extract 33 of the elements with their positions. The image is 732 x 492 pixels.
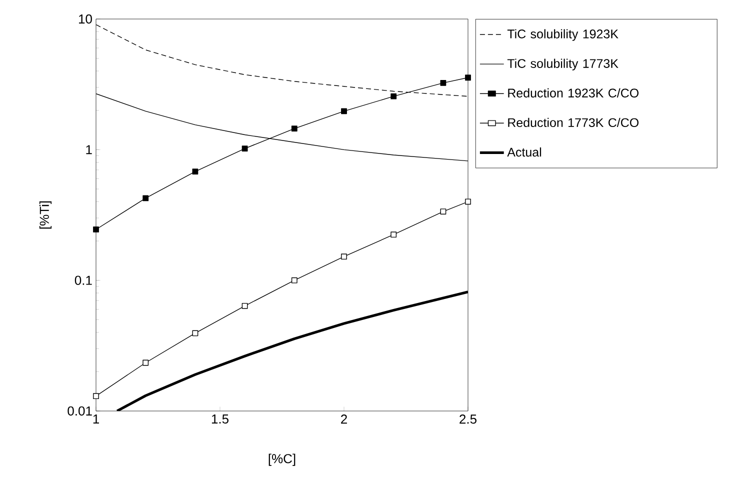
- legend-label: Reduction 1773K C/CO: [508, 118, 639, 128]
- y-tick-label: 1: [86, 145, 92, 154]
- point: [93, 393, 99, 400]
- point: [465, 74, 471, 81]
- point: [142, 360, 149, 366]
- y-axis-title: [%Ti]: [39, 201, 52, 229]
- point: [440, 80, 446, 86]
- legend-label: TiC solubility 1923K: [507, 29, 618, 41]
- y-tick-label: 0.1: [74, 276, 92, 285]
- point: [142, 195, 149, 202]
- x-axis-title: [%C]: [268, 454, 296, 466]
- point: [390, 93, 397, 100]
- point: [242, 302, 248, 309]
- point: [465, 198, 471, 205]
- y-tick-label: 0.01: [68, 406, 92, 416]
- legend-label: TiC solubility 1773K: [507, 58, 618, 70]
- legend-label: Reduction 1923K C/CO: [508, 88, 639, 98]
- point: [440, 208, 446, 215]
- point: [192, 168, 198, 175]
- point: [192, 330, 198, 336]
- point: [341, 108, 347, 114]
- x-tick-label: 2: [341, 414, 347, 424]
- point: [242, 146, 248, 152]
- legend-label: Actual: [507, 147, 542, 157]
- point: [341, 254, 347, 260]
- x-tick-label: 1: [93, 414, 99, 424]
- point: [291, 126, 298, 132]
- point: [93, 226, 99, 232]
- x-tick-label: 1.5: [212, 414, 228, 424]
- point: [291, 277, 298, 284]
- y-tick-label: 10: [79, 14, 92, 24]
- x-tick-label: 2.5: [460, 414, 476, 424]
- point: [390, 232, 397, 238]
